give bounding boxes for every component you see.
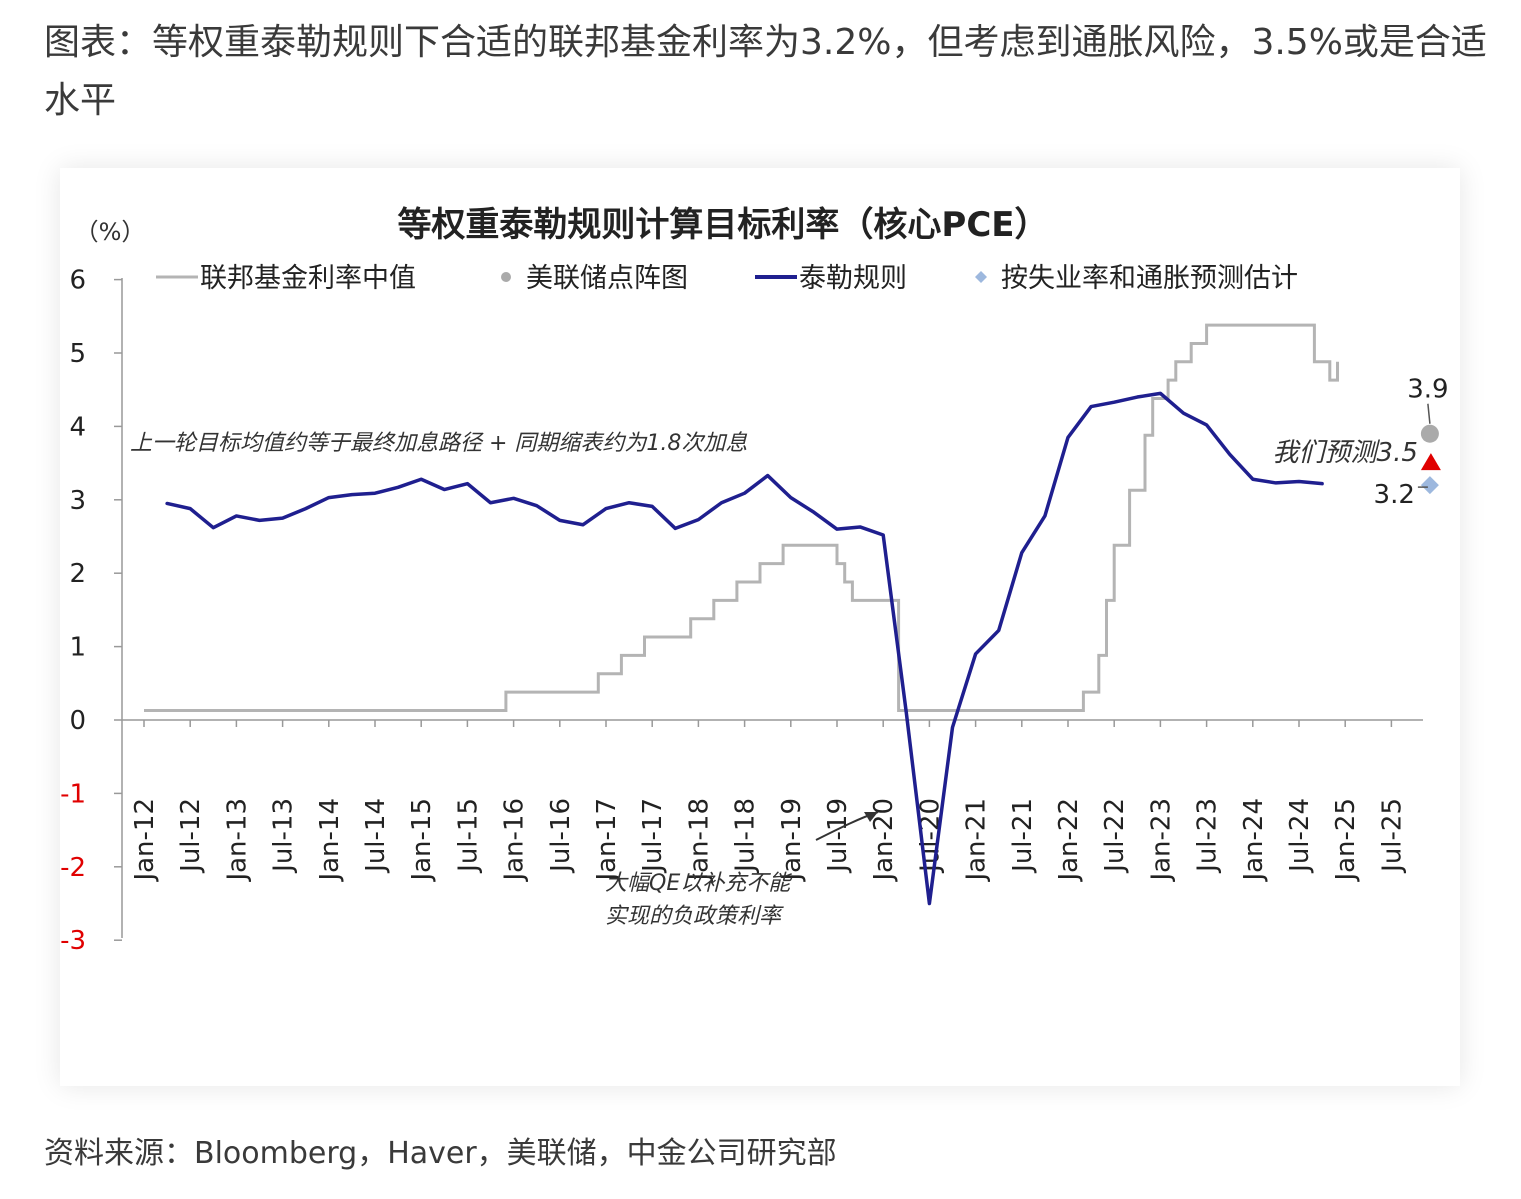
data-source: 资料来源：Bloomberg，Haver，美联储，中金公司研究部 — [44, 1136, 837, 1171]
figure-caption: 图表：等权重泰勒规则下合适的联邦基金利率为3.2%，但考虑到通胀风险，3.5%或… — [44, 22, 1487, 121]
x-tick-label: Jul-21 — [1008, 798, 1038, 874]
x-tick-label: Jan-23 — [1146, 798, 1176, 883]
forecast-marker — [1420, 453, 1441, 471]
y-tick-label: 1 — [69, 633, 86, 663]
estimate-point — [1420, 476, 1439, 495]
x-tick-label: Jul-12 — [176, 798, 206, 874]
annotation-previous-cycle: 上一轮目标均值约等于最终加息路径 + 同期缩表约为1.8次加息 — [130, 431, 747, 456]
y-tick-label: 0 — [69, 706, 86, 736]
chart-card: 等权重泰勒规则计算目标利率（核心PCE） （%） 联邦基金利率中值 美联储点阵图 泰… — [60, 168, 1460, 1086]
x-tick-label: Jan-14 — [315, 798, 345, 883]
x-tick-label: Jul-13 — [269, 798, 299, 874]
x-tick-label: Jan-19 — [777, 798, 807, 883]
x-tick-label: Jan-12 — [130, 798, 160, 883]
x-tick-label: Jan-13 — [222, 798, 252, 883]
y-tick-label: 2 — [69, 559, 86, 589]
dot-plot-leader — [1427, 403, 1431, 424]
legend-label: 按失业率和通胀预测估计 — [1001, 263, 1298, 294]
x-tick-label: Jul-24 — [1285, 798, 1315, 874]
x-tick-label: Jan-22 — [1054, 798, 1084, 883]
y-tick-label: -1 — [60, 779, 86, 809]
annotation-qe-arrowhead — [864, 812, 878, 822]
dot-plot-label: 3.9 — [1407, 375, 1448, 405]
legend-label: 美联储点阵图 — [526, 263, 688, 294]
forecast-label: 我们预测3.5 — [1273, 438, 1418, 468]
chart-title: 等权重泰勒规则计算目标利率（核心PCE） — [397, 205, 1048, 245]
x-tick-label: Jan-25 — [1331, 798, 1361, 883]
taylor-rule-chart: 等权重泰勒规则计算目标利率（核心PCE） （%） 联邦基金利率中值 美联储点阵图 泰… — [60, 205, 1449, 956]
x-tick-label: Jan-18 — [684, 798, 714, 883]
x-tick-label: Jan-15 — [407, 798, 437, 883]
x-tick-label: Jul-22 — [1100, 798, 1130, 874]
legend-swatch-diamond — [975, 271, 987, 283]
x-tick-label: Jul-17 — [638, 798, 668, 874]
legend-label: 泰勒规则 — [799, 263, 907, 294]
y-tick-label: 3 — [69, 486, 86, 516]
y-tick-label: 6 — [69, 266, 86, 296]
annotation-qe-line1: 大幅QE以补充不能 — [605, 871, 793, 896]
x-tick-label: Jul-19 — [823, 798, 853, 874]
legend-label: 联邦基金利率中值 — [200, 263, 416, 294]
fed-funds-median-line — [144, 323, 1339, 712]
estimate-label: 3.2 — [1374, 480, 1415, 510]
x-tick-label: Jul-14 — [361, 798, 391, 874]
y-axis-unit: （%） — [75, 218, 146, 246]
axes: 6 5 4 3 2 1 0 -1 -2 -3 Jan-12 Jul-12 Jan-13 Jul-13 Jan… — [60, 266, 1423, 956]
y-tick-label: -2 — [60, 853, 86, 883]
y-tick-label: -3 — [60, 926, 86, 956]
x-tick-label: Jan-17 — [592, 798, 622, 883]
x-tick-label: Jul-18 — [731, 798, 761, 874]
dot-plot-point — [1420, 424, 1439, 443]
legend: 联邦基金利率中值 美联储点阵图 泰勒规则 按失业率和通胀预测估计 — [156, 263, 1298, 294]
taylor-rule-line — [165, 391, 1324, 906]
x-tick-label: Jan-20 — [869, 798, 899, 883]
x-tick-label: Jul-16 — [546, 798, 576, 874]
plot-area: 3.9 我们预测3.5 3.2 — [144, 323, 1449, 906]
x-tick-label: Jan-21 — [962, 798, 992, 883]
legend-swatch-dot — [501, 272, 511, 282]
x-tick-label: Jan-16 — [500, 798, 530, 883]
y-tick-label: 5 — [69, 339, 86, 369]
x-tick-label: Jul-23 — [1193, 798, 1223, 874]
x-tick-label: Jul-15 — [453, 798, 483, 874]
x-tick-label: Jan-24 — [1239, 798, 1269, 883]
annotation-qe-line2: 实现的负政策利率 — [605, 904, 784, 929]
y-tick-label: 4 — [69, 412, 86, 442]
x-tick-label: Jul-25 — [1377, 798, 1407, 874]
